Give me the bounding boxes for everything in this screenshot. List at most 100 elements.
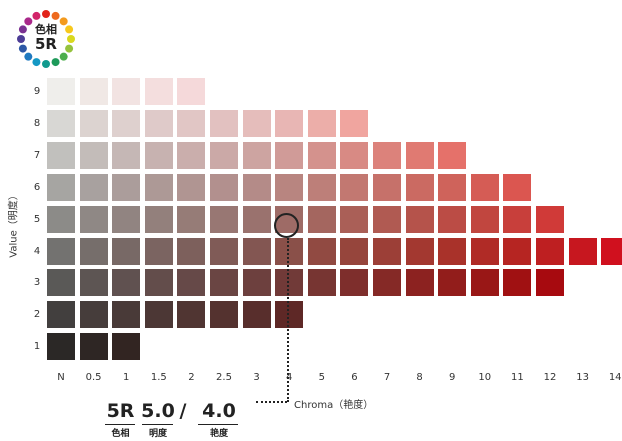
- hue-wheel-dot: [24, 17, 33, 26]
- chroma-tick-label: 12: [543, 372, 557, 383]
- hue-wheel-dot: [59, 52, 68, 61]
- color-chip: [373, 205, 401, 233]
- color-chip: [405, 237, 434, 265]
- color-chip: [144, 237, 173, 265]
- leader-line-horizontal: [256, 401, 287, 403]
- color-chip: [470, 269, 499, 297]
- notation-hue: 5R: [106, 400, 135, 422]
- hue-wheel-dot: [65, 25, 74, 34]
- hue-wheel-dot: [32, 11, 41, 20]
- color-chip: [210, 141, 238, 169]
- color-chip: [210, 301, 238, 329]
- chroma-tick-label: 9: [449, 372, 456, 383]
- color-chip: [47, 205, 75, 233]
- color-chip: [242, 173, 271, 201]
- color-chip: [112, 141, 141, 169]
- color-chip: [47, 237, 75, 265]
- chroma-tick-label: 13: [576, 372, 589, 383]
- color-chip: [470, 173, 499, 201]
- notation-value-caption: 明度: [148, 429, 167, 439]
- chroma-axis-label: Chroma（艳度）: [294, 400, 374, 411]
- color-chip: [79, 301, 108, 329]
- color-chip: [47, 141, 75, 169]
- color-chip: [405, 141, 434, 169]
- color-chip: [144, 269, 173, 297]
- chroma-tick-label: 3: [253, 372, 260, 383]
- notation-hue-caption: 色相: [111, 429, 130, 439]
- color-chip: [112, 269, 141, 297]
- chroma-tick-label: 2.5: [216, 372, 232, 383]
- color-chip: [470, 205, 499, 233]
- color-chip: [340, 205, 369, 233]
- chroma-tick-label: 5: [318, 372, 325, 383]
- color-chip: [275, 109, 304, 137]
- value-tick-label: 7: [33, 149, 41, 161]
- color-chip: [47, 301, 75, 329]
- color-chip: [373, 141, 401, 169]
- color-chip: [307, 205, 336, 233]
- color-chip: [373, 173, 401, 201]
- color-chip: [79, 173, 108, 201]
- color-chip: [177, 205, 206, 233]
- color-chip: [503, 173, 532, 201]
- color-chip: [177, 237, 206, 265]
- color-chip: [275, 301, 304, 329]
- hue-wheel-dot: [51, 11, 60, 20]
- color-chip: [47, 78, 75, 105]
- hue-badge-code: 5R: [35, 35, 57, 53]
- value-axis-label: Value（明度）: [8, 190, 20, 258]
- color-chip: [536, 237, 564, 265]
- color-chip: [307, 269, 336, 297]
- hue-wheel-dot: [51, 58, 60, 67]
- color-chip: [307, 173, 336, 201]
- color-chip: [340, 141, 369, 169]
- color-chip: [79, 78, 108, 105]
- color-chip: [568, 237, 597, 265]
- chroma-tick-label: 1: [123, 372, 130, 383]
- value-tick-label: 4: [33, 245, 41, 257]
- notation-value-underline: [142, 424, 173, 425]
- color-chip: [177, 173, 206, 201]
- color-chip: [112, 205, 141, 233]
- color-chip: [438, 205, 467, 233]
- color-chip: [438, 269, 467, 297]
- color-chip: [503, 237, 532, 265]
- color-chip: [210, 269, 238, 297]
- color-chip: [275, 141, 304, 169]
- hue-wheel-dot: [65, 44, 74, 53]
- color-chip: [144, 173, 173, 201]
- color-chip: [112, 237, 141, 265]
- color-chip: [112, 173, 141, 201]
- color-chip: [405, 173, 434, 201]
- color-chip: [242, 109, 271, 137]
- chroma-tick-label: N: [57, 372, 65, 383]
- color-chip: [112, 109, 141, 137]
- chroma-tick-label: 10: [478, 372, 492, 383]
- color-chip: [210, 173, 238, 201]
- color-chip: [307, 237, 336, 265]
- color-chip: [79, 205, 108, 233]
- color-chip: [177, 269, 206, 297]
- color-chip: [144, 141, 173, 169]
- value-tick-label: 5: [33, 213, 41, 225]
- color-chip: [177, 301, 206, 329]
- color-chip: [112, 78, 141, 105]
- value-tick-label: 6: [33, 181, 41, 193]
- color-chip: [503, 269, 532, 297]
- color-chip: [536, 269, 564, 297]
- color-chip: [47, 109, 75, 137]
- chroma-tick-label: 1.5: [150, 372, 167, 383]
- value-tick-label: 8: [33, 117, 41, 129]
- color-chip: [210, 109, 238, 137]
- chroma-tick-label: 14: [608, 372, 622, 383]
- color-chip: [438, 173, 467, 201]
- chroma-tick-label: 2: [188, 372, 195, 383]
- color-chip: [210, 237, 238, 265]
- notation-chroma-caption: 艳度: [209, 429, 228, 439]
- color-chip: [275, 173, 304, 201]
- leader-line-vertical: [287, 238, 289, 402]
- color-chip: [144, 109, 173, 137]
- hue-wheel-dot: [67, 35, 75, 43]
- value-tick-label: 3: [33, 277, 41, 289]
- color-chip: [177, 109, 206, 137]
